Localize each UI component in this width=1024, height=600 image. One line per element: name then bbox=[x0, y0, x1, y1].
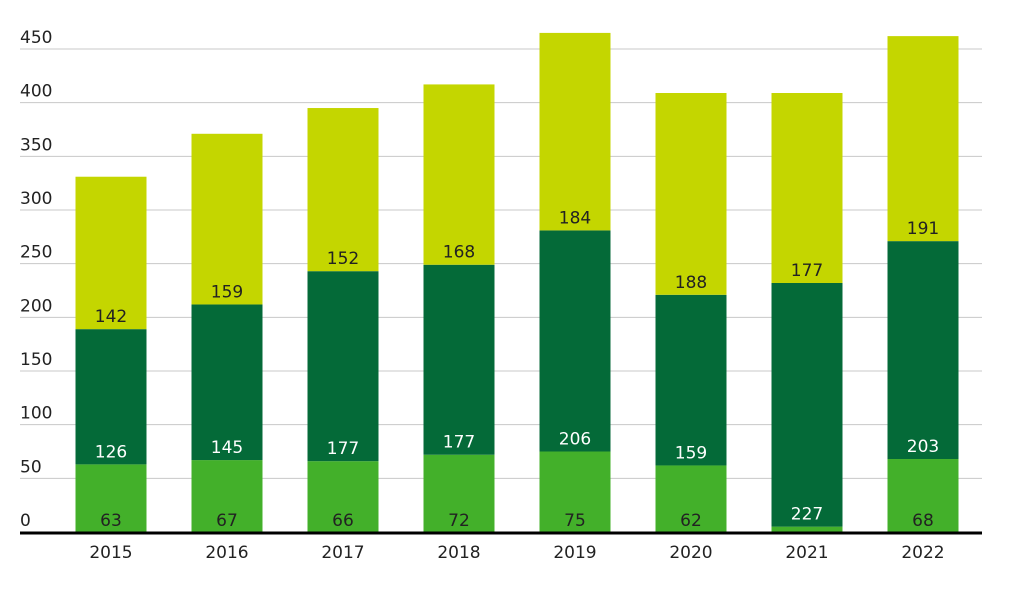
bar-segment-2 bbox=[539, 32, 611, 231]
data-label: 145 bbox=[211, 438, 243, 458]
x-tick-label: 2015 bbox=[89, 543, 132, 563]
bar-segment-0 bbox=[191, 460, 263, 532]
data-label: 227 bbox=[791, 505, 823, 525]
bar-segment-0 bbox=[75, 464, 147, 532]
bar-segment-0 bbox=[771, 526, 843, 532]
bar-segment-2 bbox=[307, 108, 379, 272]
y-tick-label: 0 bbox=[20, 511, 31, 531]
data-label: 184 bbox=[559, 208, 591, 228]
bar-segment-2 bbox=[191, 133, 263, 305]
y-tick-label: 400 bbox=[20, 82, 52, 102]
data-label: 66 bbox=[332, 511, 354, 531]
bar-segment-0 bbox=[655, 465, 727, 532]
y-tick-label: 300 bbox=[20, 189, 52, 209]
y-tick-label: 50 bbox=[20, 457, 42, 477]
bar-segment-0 bbox=[887, 459, 959, 532]
data-label: 75 bbox=[564, 511, 586, 531]
y-tick-label: 450 bbox=[20, 28, 52, 48]
data-label: 159 bbox=[211, 282, 243, 302]
bars: 63 126 142 67 145 159 66 177 152 72 177 168 75 206 184… bbox=[75, 32, 959, 532]
bar-segment-0 bbox=[423, 454, 495, 532]
bar-segment-1 bbox=[75, 329, 147, 465]
data-label: 206 bbox=[559, 430, 591, 450]
data-label: 177 bbox=[791, 261, 823, 281]
bar-segment-1 bbox=[307, 271, 379, 462]
x-tick-label: 2020 bbox=[669, 543, 712, 563]
bar-segment-1 bbox=[771, 282, 843, 527]
x-tick-label: 2016 bbox=[205, 543, 248, 563]
gridlines bbox=[20, 48, 982, 479]
data-label: 188 bbox=[675, 273, 707, 293]
x-tick-label: 2018 bbox=[437, 543, 480, 563]
x-tick-label: 2019 bbox=[553, 543, 596, 563]
x-tick-label: 2022 bbox=[901, 543, 944, 563]
data-label: 177 bbox=[327, 439, 359, 459]
data-label: 142 bbox=[95, 307, 127, 327]
y-tick-label: 200 bbox=[20, 296, 52, 316]
data-label: 159 bbox=[675, 443, 707, 463]
data-label: 152 bbox=[327, 249, 359, 269]
data-label: 126 bbox=[95, 442, 127, 462]
bar-segment-2 bbox=[75, 176, 147, 330]
y-axis-ticks: 0 50 100 150 200 250 300 350 400 450 bbox=[20, 28, 52, 531]
y-tick-label: 100 bbox=[20, 404, 52, 424]
bar-segment-2 bbox=[423, 84, 495, 265]
bar-segment-2 bbox=[655, 93, 727, 295]
bar-segment-1 bbox=[423, 264, 495, 455]
bar-segment-1 bbox=[887, 241, 959, 460]
data-label: 62 bbox=[680, 511, 702, 531]
bar-segment-1 bbox=[191, 304, 263, 461]
x-tick-label: 2017 bbox=[321, 543, 364, 563]
bar-segment-2 bbox=[771, 93, 843, 283]
y-tick-label: 350 bbox=[20, 135, 52, 155]
data-label: 68 bbox=[912, 511, 934, 531]
data-label: 67 bbox=[216, 511, 238, 531]
bar-segment-1 bbox=[655, 294, 727, 466]
x-tick-label: 2021 bbox=[785, 543, 828, 563]
data-label: 168 bbox=[443, 243, 475, 263]
x-axis-ticks: 2015 2016 2017 2018 2019 2020 2021 2022 bbox=[89, 543, 944, 563]
data-label: 63 bbox=[100, 511, 122, 531]
y-tick-label: 150 bbox=[20, 350, 52, 370]
bar-segment-0 bbox=[307, 461, 379, 532]
bar-segment-2 bbox=[887, 36, 959, 242]
data-label: 203 bbox=[907, 437, 939, 457]
data-label: 191 bbox=[907, 219, 939, 239]
bar-segment-1 bbox=[539, 230, 611, 452]
y-tick-label: 250 bbox=[20, 243, 52, 263]
data-label: 72 bbox=[448, 511, 470, 531]
data-label: 177 bbox=[443, 433, 475, 453]
bar-segment-0 bbox=[539, 451, 611, 532]
